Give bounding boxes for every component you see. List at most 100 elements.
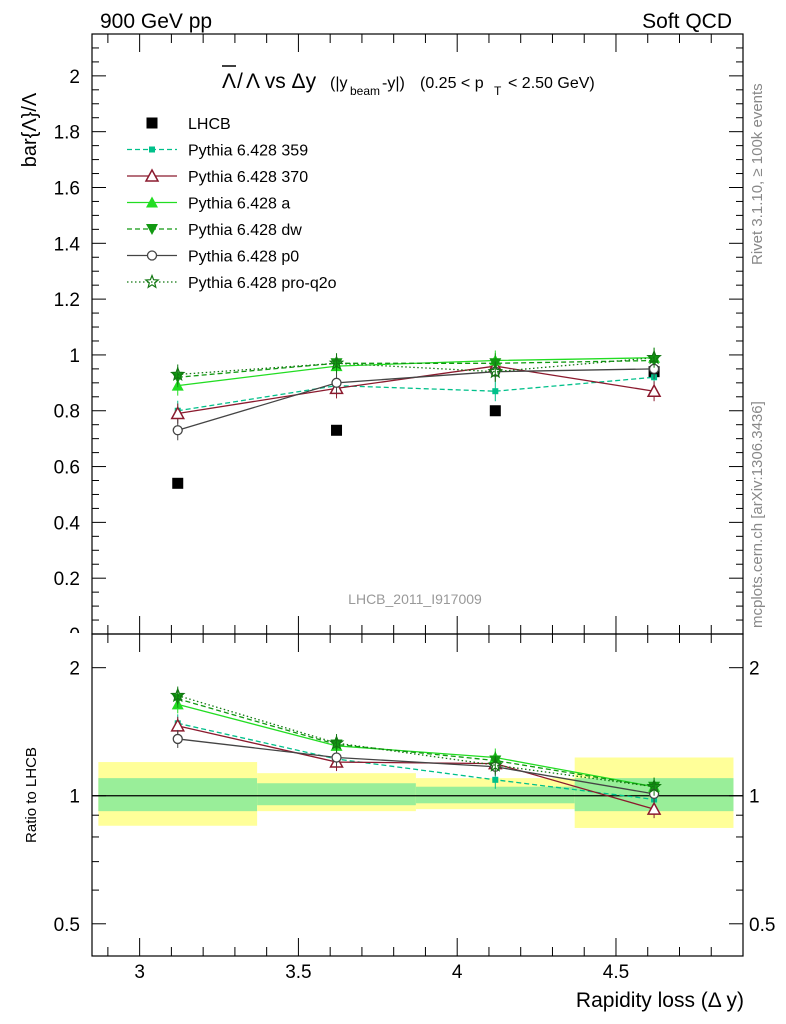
ratio-series-line: [177, 738, 655, 795]
ratio-band-green: [415, 786, 575, 804]
main-y-tick-label: 1.2: [54, 290, 80, 311]
marker-star: [487, 363, 504, 379]
x-tick-label: 4: [452, 962, 463, 983]
marker-small-square: [149, 146, 155, 153]
legend-item: Pythia 6.428 pro-q2o: [127, 273, 337, 292]
series-point: [487, 363, 504, 379]
legend-marker: [149, 146, 155, 153]
main-y-tick-label: 0.6: [54, 458, 80, 479]
legend-label: Pythia 6.428 359: [188, 143, 308, 160]
legend-item: Pythia 6.428 a: [127, 196, 290, 213]
marker-open-circle: [146, 250, 158, 261]
series-point: [492, 388, 499, 395]
title-main: Λ vs Δy: [246, 70, 317, 93]
title-pt-post: < 2.50 GeV): [508, 75, 595, 92]
legend-marker: [146, 117, 158, 129]
main-y-tick-label: 0.8: [54, 402, 80, 423]
series-point: [170, 405, 186, 420]
marker-square: [331, 424, 343, 436]
legend-label: Pythia 6.428 a: [188, 196, 290, 213]
marker-open-circle: [331, 752, 342, 763]
series-point: [170, 366, 186, 382]
x-axis-label: Rapidity loss (Δ y): [576, 989, 744, 1012]
marker-star: [170, 366, 186, 382]
ratio-series-point: [172, 733, 183, 745]
marker-triangle-down: [146, 224, 158, 235]
ratio-series-point: [646, 801, 662, 815]
marker-open-circle: [331, 377, 342, 388]
main-plot-panel: 0.2 0.4 0.6 0.8 1 1.2 1.4 1.6 1.8 2 0 bar{Λ}/Λ LHC…: [19, 33, 744, 646]
x-tick-label: 3: [134, 962, 145, 983]
ratio-uncertainty-bands: [92, 757, 743, 828]
series-point: [172, 477, 184, 489]
title-pt-pre: (0.25 < p: [420, 75, 484, 92]
marker-small-square: [492, 388, 499, 395]
series-point: [646, 349, 662, 365]
marker-square: [489, 405, 501, 417]
legend-item: Pythia 6.428 370: [127, 168, 308, 186]
legend: LHCB Pythia 6.428 359 Pythia 6.428 370 Pyth…: [127, 116, 337, 292]
main-y-tick-label: 1.4: [54, 234, 81, 255]
main-y-tick-label: 2: [69, 67, 80, 88]
ratio-y-tick-label-right: 2: [749, 659, 760, 680]
ratio-series-point: [646, 778, 662, 794]
title-lambda-bar: Λ: [222, 70, 236, 93]
ratio-series-point: [331, 752, 342, 763]
ratio-series-point: [492, 776, 499, 783]
legend-marker: [146, 250, 158, 261]
ratio-band-green: [257, 783, 416, 806]
main-y-tick-label: 0.4: [54, 513, 81, 534]
legend-label: LHCB: [188, 116, 231, 133]
mcplots-label: mcplots.cern.ch [arXiv:1306.3436]: [749, 401, 766, 628]
legend-marker: [146, 196, 158, 208]
main-y-axis-label: bar{Λ}/Λ: [19, 92, 41, 167]
main-x-ticks: [107, 34, 744, 634]
main-y-tick-label: 0.2: [54, 569, 80, 590]
marker-star: [646, 778, 662, 794]
main-y-tick-label: 1.8: [54, 123, 80, 144]
x-tick-label: 3.5: [285, 962, 311, 983]
marker-star: [170, 687, 186, 703]
marker-star: [646, 349, 662, 365]
series-point: [331, 377, 342, 388]
legend-label: Pythia 6.428 370: [188, 169, 308, 186]
marker-square: [172, 477, 184, 489]
series-line: [177, 376, 655, 412]
series-point: [489, 405, 501, 417]
series-point: [646, 383, 662, 397]
ratio-series-line: [177, 722, 655, 801]
ratio-series-line: [177, 698, 655, 788]
main-y-tick-label: 1.6: [54, 178, 80, 199]
marker-star: [328, 355, 345, 370]
header-collision-label: 900 GeV pp: [100, 10, 212, 33]
title-paren-mid: -y|): [382, 75, 405, 92]
legend-label: Pythia 6.428 pro-q2o: [188, 275, 337, 292]
legend-item: Pythia 6.428 p0: [127, 249, 299, 266]
ratio-series-group: [170, 686, 662, 819]
marker-star: [487, 757, 504, 772]
ratio-x-ticks: 3 3.5 4 4.5: [107, 634, 744, 983]
ratio-plot-panel: 0.5 0.5 1 1 2 2 3 3.5 4 4.5 Ratio to LHCB Rapidi…: [23, 633, 775, 1012]
marker-square: [146, 117, 158, 129]
series-line: [177, 365, 655, 415]
ratio-series-line: [177, 725, 655, 810]
marker-open-triangle: [170, 405, 186, 420]
title-pt-subscript: T: [494, 84, 502, 98]
legend-label: Pythia 6.428 p0: [188, 249, 299, 266]
ratio-y-tick-label: 1: [69, 787, 80, 808]
main-y-tick-label: 1: [69, 346, 80, 367]
marker-triangle: [146, 196, 158, 208]
marker-star: [144, 273, 160, 289]
rivet-version-label: Rivet 3.1.10, ≥ 100k events: [749, 83, 766, 265]
marker-star: [328, 734, 345, 750]
series-line: [177, 368, 655, 431]
legend-label: Pythia 6.428 dw: [188, 222, 302, 239]
ratio-series-point: [487, 757, 504, 772]
watermark-label: LHCB_2011_I917009: [348, 591, 482, 607]
series-line: [177, 357, 655, 387]
legend-item: Pythia 6.428 359: [127, 143, 308, 160]
title-beam-subscript: beam: [350, 84, 380, 98]
ratio-series-point: [328, 734, 345, 750]
chart-title: Λ / Λ vs Δy (|y beam -y|) (0.25 < p T < …: [222, 65, 595, 98]
main-y-tick-label-zero: 0: [69, 625, 80, 646]
